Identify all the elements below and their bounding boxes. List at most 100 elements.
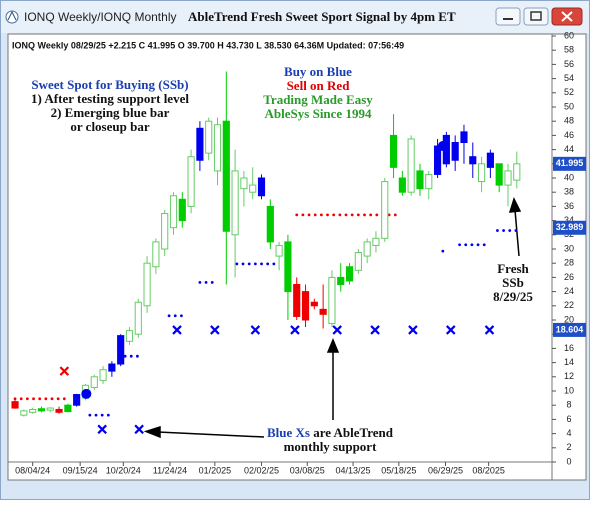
y-tick-label: 38 — [564, 187, 574, 197]
support-x — [370, 325, 380, 335]
candle-body — [125, 330, 134, 342]
note-line: Fresh — [497, 261, 529, 276]
price-label: 41.995 — [556, 158, 584, 168]
stop-dot — [476, 243, 480, 247]
y-tick-label: 8 — [566, 400, 571, 410]
arrow — [157, 431, 265, 438]
y-tick-label: 36 — [564, 201, 574, 211]
candle-body — [275, 244, 283, 257]
y-tick-label: 10 — [564, 385, 574, 395]
note-highlight: Blue Xs — [267, 425, 310, 440]
candle-body — [169, 195, 178, 229]
stop-dot — [25, 397, 29, 401]
note-line: 1) After testing support level — [31, 91, 189, 106]
candle-body — [55, 408, 63, 413]
price-label-box — [553, 156, 586, 171]
price-label-box — [553, 322, 586, 337]
y-tick-label: 54 — [564, 73, 574, 83]
support-x — [290, 325, 300, 335]
stop-dot — [19, 397, 23, 401]
x-tick-label: 10/20/24 — [106, 465, 141, 475]
x-tick-label: 03/08/25 — [290, 465, 325, 475]
arrow-head — [508, 196, 522, 213]
y-tick-label: 4 — [566, 428, 571, 438]
candle-body — [152, 241, 160, 268]
note-title: Sweet Spot for Buying (SSb) — [31, 77, 188, 92]
x-tick-label: 02/02/25 — [244, 465, 279, 475]
support-x — [97, 424, 107, 435]
stop-dot — [356, 213, 360, 217]
x-tick-label: 04/13/25 — [336, 465, 371, 475]
easy-text: Trading Made Easy — [263, 92, 373, 107]
candle-body — [222, 120, 230, 232]
y-tick-label: 16 — [564, 343, 574, 353]
close-button[interactable] — [551, 7, 583, 26]
candle-body — [460, 131, 468, 144]
candle-body — [161, 213, 169, 250]
candle-body — [389, 134, 398, 168]
candle-body — [178, 198, 186, 222]
stop-dot — [470, 243, 474, 247]
stop-dot — [375, 213, 379, 217]
stop-dot — [44, 397, 48, 401]
note-line: 2) Emerging blue bar — [51, 105, 170, 120]
y-tick-label: 30 — [564, 243, 574, 253]
stop-dot — [458, 243, 461, 247]
candle-body — [108, 363, 116, 372]
candle-body — [29, 408, 37, 413]
candle-body — [64, 404, 72, 413]
candle-body — [381, 181, 389, 239]
stop-dot — [94, 413, 98, 417]
maximize-button[interactable] — [523, 7, 549, 26]
note-line: or closeup bar — [70, 119, 149, 134]
stop-dot — [180, 314, 183, 318]
price-label-box — [553, 220, 586, 235]
candle-body — [134, 301, 142, 335]
app-icon — [5, 10, 19, 24]
stop-dot — [50, 397, 54, 401]
support-note: monthly support — [284, 439, 377, 454]
candle-body — [328, 276, 336, 325]
support-note: Blue Xs are AbleTrend — [267, 425, 394, 440]
stop-dot — [482, 243, 486, 247]
support-x — [408, 325, 418, 335]
y-tick-label: 50 — [564, 101, 574, 111]
title-bar — [1, 1, 589, 33]
candle-body — [249, 184, 257, 193]
price-axis — [551, 33, 587, 481]
minimize-button[interactable] — [495, 7, 521, 26]
y-tick-label: 46 — [564, 130, 574, 140]
y-tick-label: 20 — [564, 314, 574, 324]
note-line: SSb — [502, 275, 524, 290]
candle-body — [90, 376, 98, 388]
stop-dot — [307, 213, 311, 217]
candle-body — [11, 401, 19, 409]
fresh-note: Fresh SSb 8/29/25 — [493, 261, 533, 304]
candle-body — [284, 241, 292, 293]
candle-body — [301, 291, 310, 321]
x-tick-label: 08/04/24 — [15, 465, 50, 475]
candle-body — [504, 170, 512, 186]
arrow-head — [326, 338, 340, 353]
stop-dot — [272, 262, 276, 266]
candle-body — [73, 394, 81, 406]
stop-dot — [508, 229, 512, 232]
candle-body — [433, 145, 442, 175]
y-tick-label: 24 — [564, 286, 574, 296]
support-x — [210, 325, 220, 335]
window-title: IONQ Weekly/IONQ Monthly — [24, 10, 176, 24]
stop-dot — [393, 213, 397, 217]
candle-body — [310, 301, 318, 307]
stop-dot — [204, 280, 208, 284]
stop-dot — [301, 213, 305, 217]
y-tick-label: 28 — [564, 258, 574, 268]
stop-dot — [198, 280, 202, 284]
support-x — [134, 424, 144, 435]
info-line: IONQ Weekly 08/29/25 +2.215 C 41.995 O 3… — [12, 40, 404, 50]
y-tick-label: 56 — [564, 59, 574, 69]
candle-body — [319, 308, 327, 315]
candle-body — [416, 170, 424, 190]
x-tick-label: 01/2025 — [199, 465, 232, 475]
since-text: AbleSys Since 1994 — [265, 106, 372, 121]
stop-dot — [344, 213, 348, 217]
